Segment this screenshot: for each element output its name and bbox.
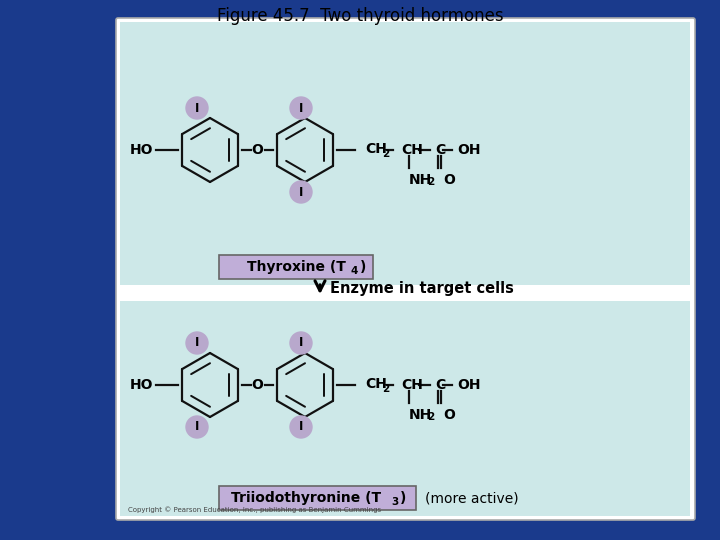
Text: 3: 3: [392, 497, 399, 507]
Text: 4: 4: [351, 266, 358, 276]
Text: OH: OH: [457, 378, 480, 392]
Text: 2: 2: [427, 412, 434, 422]
Text: HO: HO: [130, 378, 153, 392]
Text: O: O: [443, 408, 455, 422]
Circle shape: [186, 332, 208, 354]
Text: Triiodothyronine (T: Triiodothyronine (T: [231, 491, 381, 505]
Bar: [120, 301, 690, 516]
Text: 2: 2: [427, 177, 434, 187]
Text: NH: NH: [409, 408, 432, 422]
Text: I: I: [299, 336, 303, 349]
Text: I: I: [299, 421, 303, 434]
Text: I: I: [299, 102, 303, 114]
Text: I: I: [195, 336, 199, 349]
Text: O: O: [443, 173, 455, 187]
FancyBboxPatch shape: [219, 486, 416, 510]
Text: OH: OH: [457, 143, 480, 157]
Circle shape: [186, 416, 208, 438]
Text: Thyroxine (T: Thyroxine (T: [246, 260, 346, 274]
Bar: [120, 22, 690, 285]
Text: Figure 45.7  Two thyroid hormones: Figure 45.7 Two thyroid hormones: [217, 7, 503, 25]
Text: CH: CH: [365, 377, 387, 391]
Circle shape: [290, 332, 312, 354]
Text: O: O: [251, 143, 264, 157]
Circle shape: [186, 97, 208, 119]
Text: CH: CH: [401, 378, 423, 392]
Text: I: I: [195, 421, 199, 434]
FancyBboxPatch shape: [116, 18, 695, 520]
Text: C: C: [435, 143, 445, 157]
Text: I: I: [299, 186, 303, 199]
Text: Enzyme in target cells: Enzyme in target cells: [330, 281, 514, 296]
Text: 2: 2: [382, 384, 390, 394]
Text: CH: CH: [365, 142, 387, 156]
Text: CH: CH: [401, 143, 423, 157]
Text: Copyright © Pearson Education, Inc., publishing as Benjamin Cummings: Copyright © Pearson Education, Inc., pub…: [128, 507, 381, 513]
Text: ): ): [400, 491, 406, 505]
Circle shape: [290, 97, 312, 119]
Circle shape: [290, 181, 312, 203]
Text: (more active): (more active): [425, 491, 518, 505]
FancyBboxPatch shape: [219, 255, 373, 279]
Text: 2: 2: [382, 149, 390, 159]
Text: C: C: [435, 378, 445, 392]
Text: ): ): [360, 260, 366, 274]
Text: I: I: [195, 102, 199, 114]
Text: NH: NH: [409, 173, 432, 187]
Text: HO: HO: [130, 143, 153, 157]
Circle shape: [290, 416, 312, 438]
Text: O: O: [251, 378, 264, 392]
